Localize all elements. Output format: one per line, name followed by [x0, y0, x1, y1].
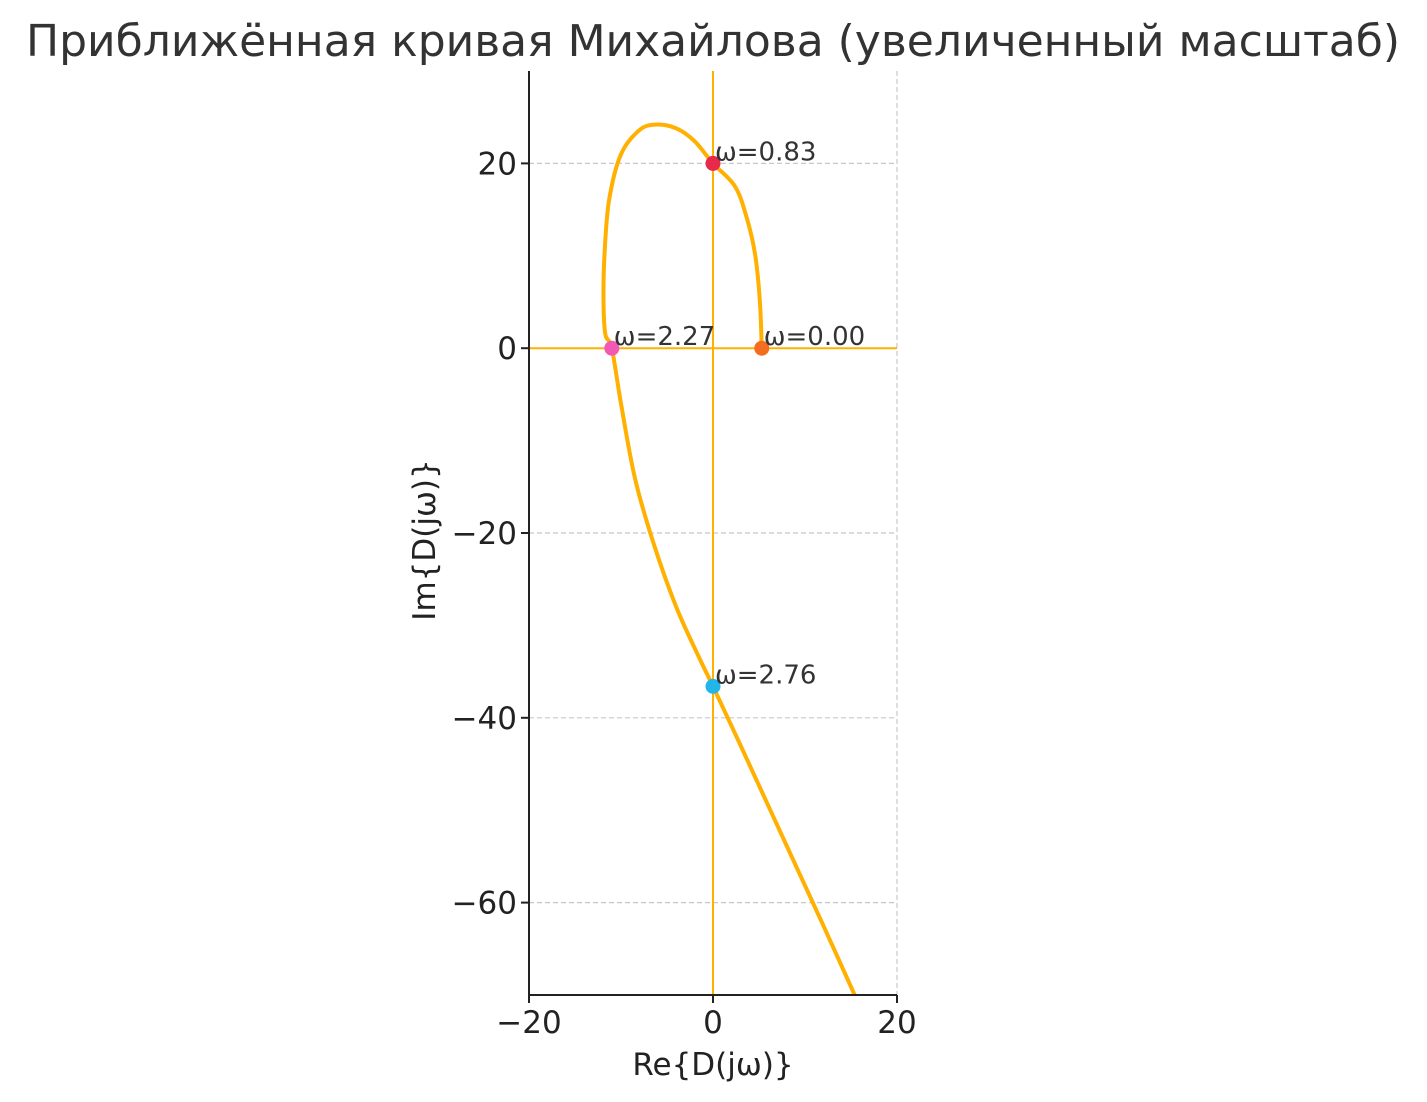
- point-marker: [604, 340, 620, 356]
- y-tick-label: −20: [452, 516, 517, 552]
- point-label: ω=2.76: [715, 660, 816, 690]
- x-tick-label: −20: [496, 1005, 561, 1041]
- chart-title: Приближённая кривая Михайлова (увеличенн…: [26, 16, 1400, 67]
- y-axis-label: Im{D(jω)}: [407, 459, 443, 620]
- y-tick-label: 20: [478, 146, 517, 182]
- point-marker: [705, 155, 721, 171]
- point-marker: [705, 678, 721, 694]
- point-label: ω=0.00: [764, 322, 865, 352]
- y-tick-label: 0: [497, 331, 517, 367]
- points-layer: ω=0.00 ω=0.83 ω=2.27 ω=2.76: [604, 137, 865, 694]
- point-label: ω=2.27: [614, 322, 715, 352]
- y-tick-label: −60: [452, 886, 517, 922]
- x-axis-label: Re{D(jω)}: [632, 1047, 793, 1083]
- y-tick-label: −40: [452, 701, 517, 737]
- ticks: −60 −40 −20 0 20 −20 0 20: [452, 146, 917, 1041]
- curve-layer: [601, 122, 857, 996]
- point-marker: [754, 340, 770, 356]
- x-tick-label: 20: [877, 1005, 916, 1041]
- x-tick-label: 0: [703, 1005, 723, 1041]
- mikhailov-curve: [601, 122, 857, 996]
- point-label: ω=0.83: [715, 137, 816, 167]
- zero-axis-lines: [529, 71, 897, 995]
